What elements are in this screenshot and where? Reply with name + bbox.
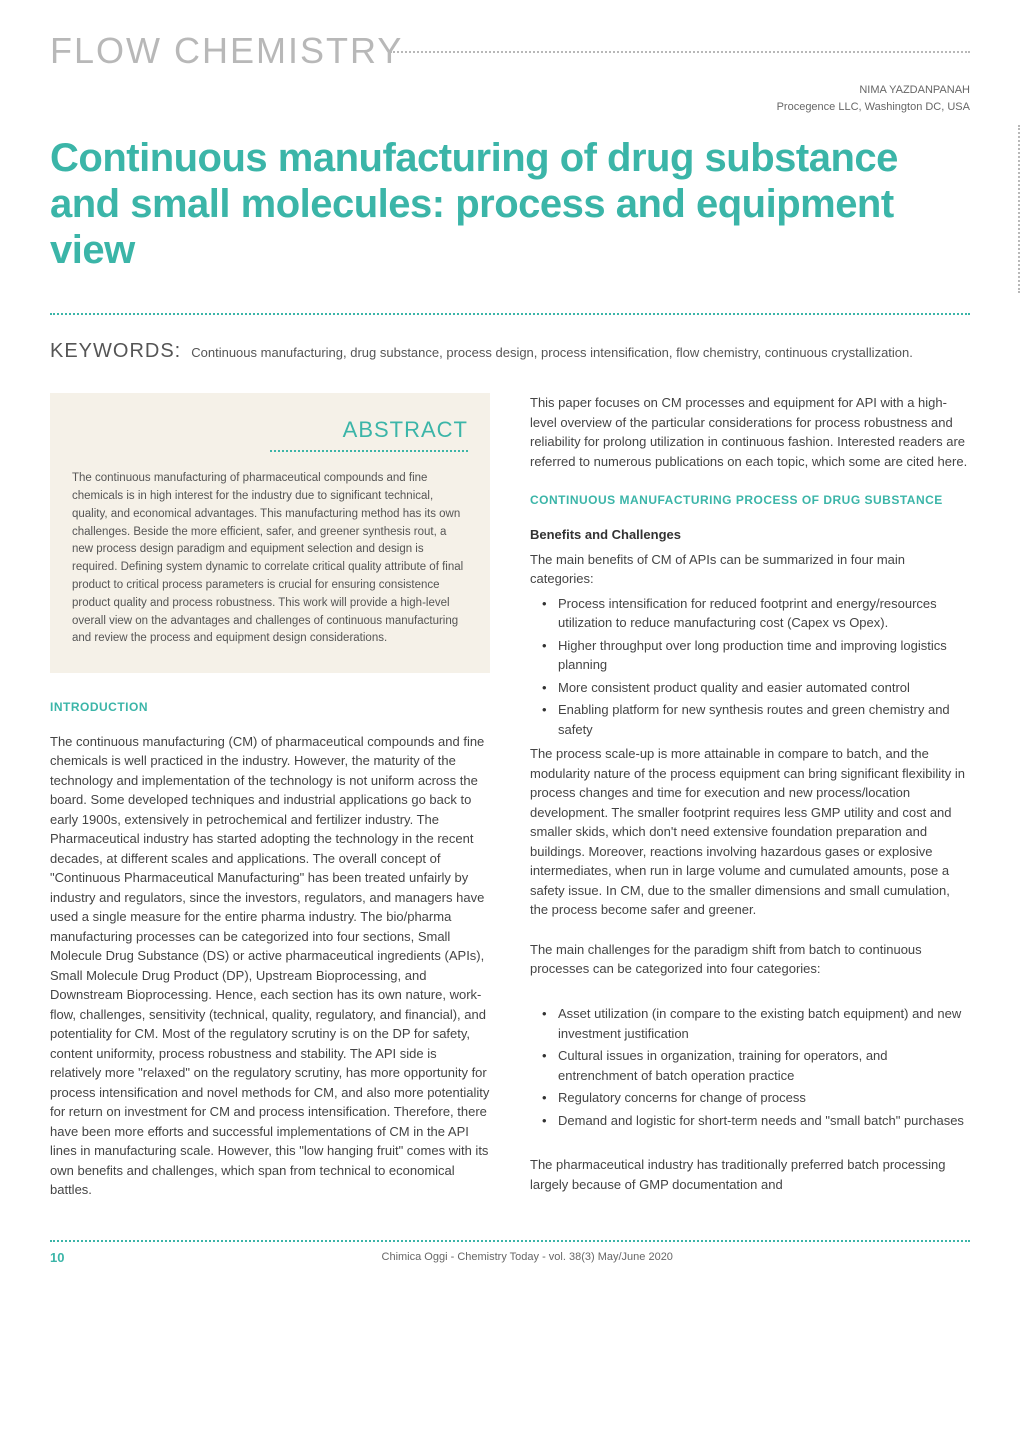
introduction-paragraph: The continuous manufacturing (CM) of pha… [50, 732, 490, 1200]
challenges-list: Asset utilization (in compare to the exi… [530, 1004, 970, 1130]
introduction-heading: INTRODUCTION [50, 698, 490, 717]
divider [50, 313, 970, 315]
list-item: More consistent product quality and easi… [530, 678, 970, 698]
list-item: Demand and logistic for short-term needs… [530, 1111, 970, 1131]
list-item: Process intensification for reduced foot… [530, 594, 970, 633]
keywords-row: KEYWORDS: Continuous manufacturing, drug… [50, 340, 970, 363]
content-columns: ABSTRACT The continuous manufacturing of… [50, 393, 970, 1200]
category-header: FLOW CHEMISTRY [50, 30, 970, 72]
abstract-label: ABSTRACT [72, 413, 468, 447]
benefits-list: Process intensification for reduced foot… [530, 594, 970, 740]
list-item: Asset utilization (in compare to the exi… [530, 1004, 970, 1043]
right-column: This paper focuses on CM processes and e… [530, 393, 970, 1200]
col2-intro-paragraph: This paper focuses on CM processes and e… [530, 393, 970, 471]
list-item: Enabling platform for new synthesis rout… [530, 700, 970, 739]
abstract-underline [270, 450, 468, 452]
benefits-intro: The main benefits of CM of APIs can be s… [530, 550, 970, 589]
list-item: Cultural issues in organization, trainin… [530, 1046, 970, 1085]
challenges-intro: The main challenges for the paradigm shi… [530, 940, 970, 979]
article-title: Continuous manufacturing of drug substan… [50, 135, 970, 273]
author-name: NIMA YAZDANPANAH [50, 82, 970, 99]
footer: 10 Chimica Oggi - Chemistry Today - vol.… [50, 1240, 970, 1265]
keywords-label: KEYWORDS: [50, 340, 181, 363]
title-block: Continuous manufacturing of drug substan… [50, 135, 970, 293]
cm-process-heading: CONTINUOUS MANUFACTURING PROCESS OF DRUG… [530, 491, 970, 510]
abstract-box: ABSTRACT The continuous manufacturing of… [50, 393, 490, 673]
left-column: ABSTRACT The continuous manufacturing of… [50, 393, 490, 1200]
abstract-text: The continuous manufacturing of pharmace… [72, 470, 468, 648]
author-affiliation: Procegence LLC, Washington DC, USA [50, 99, 970, 116]
scaleup-paragraph: The process scale-up is more attainable … [530, 744, 970, 920]
author-block: NIMA YAZDANPANAH Procegence LLC, Washing… [50, 82, 970, 115]
list-item: Regulatory concerns for change of proces… [530, 1088, 970, 1108]
closing-paragraph: The pharmaceutical industry has traditio… [530, 1155, 970, 1194]
page-number: 10 [50, 1250, 64, 1265]
footer-citation: Chimica Oggi - Chemistry Today - vol. 38… [84, 1251, 970, 1263]
page-container: FLOW CHEMISTRY NIMA YAZDANPANAH Procegen… [0, 0, 1020, 1285]
list-item: Higher throughput over long production t… [530, 636, 970, 675]
benefits-challenges-subheading: Benefits and Challenges [530, 525, 970, 545]
keywords-text: Continuous manufacturing, drug substance… [191, 340, 913, 363]
